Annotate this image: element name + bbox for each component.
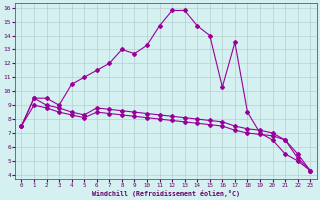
X-axis label: Windchill (Refroidissement éolien,°C): Windchill (Refroidissement éolien,°C) [92,190,240,197]
